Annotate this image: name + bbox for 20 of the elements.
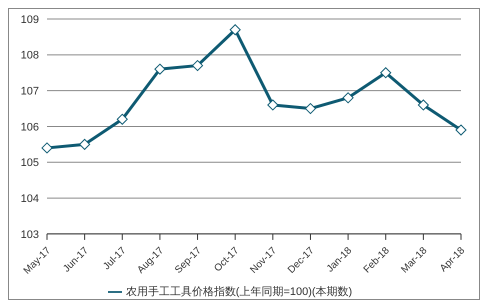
point xyxy=(267,99,278,110)
point xyxy=(456,124,466,136)
point xyxy=(230,24,241,36)
point xyxy=(154,64,166,75)
legend-label: 农用手工工具价格指数(上年同期=100)(本期数) xyxy=(126,286,352,298)
point xyxy=(42,142,52,154)
point xyxy=(304,103,316,114)
y-tick-label: 104 xyxy=(20,192,39,205)
point xyxy=(116,114,128,125)
point xyxy=(342,92,354,104)
y-tick-label: 107 xyxy=(20,86,39,98)
y-tick-label: 105 xyxy=(20,157,39,170)
point xyxy=(380,67,392,78)
y-tick-label: 108 xyxy=(20,50,39,62)
y-tick-label: 103 xyxy=(20,228,39,241)
y-tick-label: 106 xyxy=(20,121,39,134)
point xyxy=(79,138,90,150)
point xyxy=(418,99,429,110)
y-tick-label: 109 xyxy=(20,14,39,26)
point xyxy=(192,60,204,72)
